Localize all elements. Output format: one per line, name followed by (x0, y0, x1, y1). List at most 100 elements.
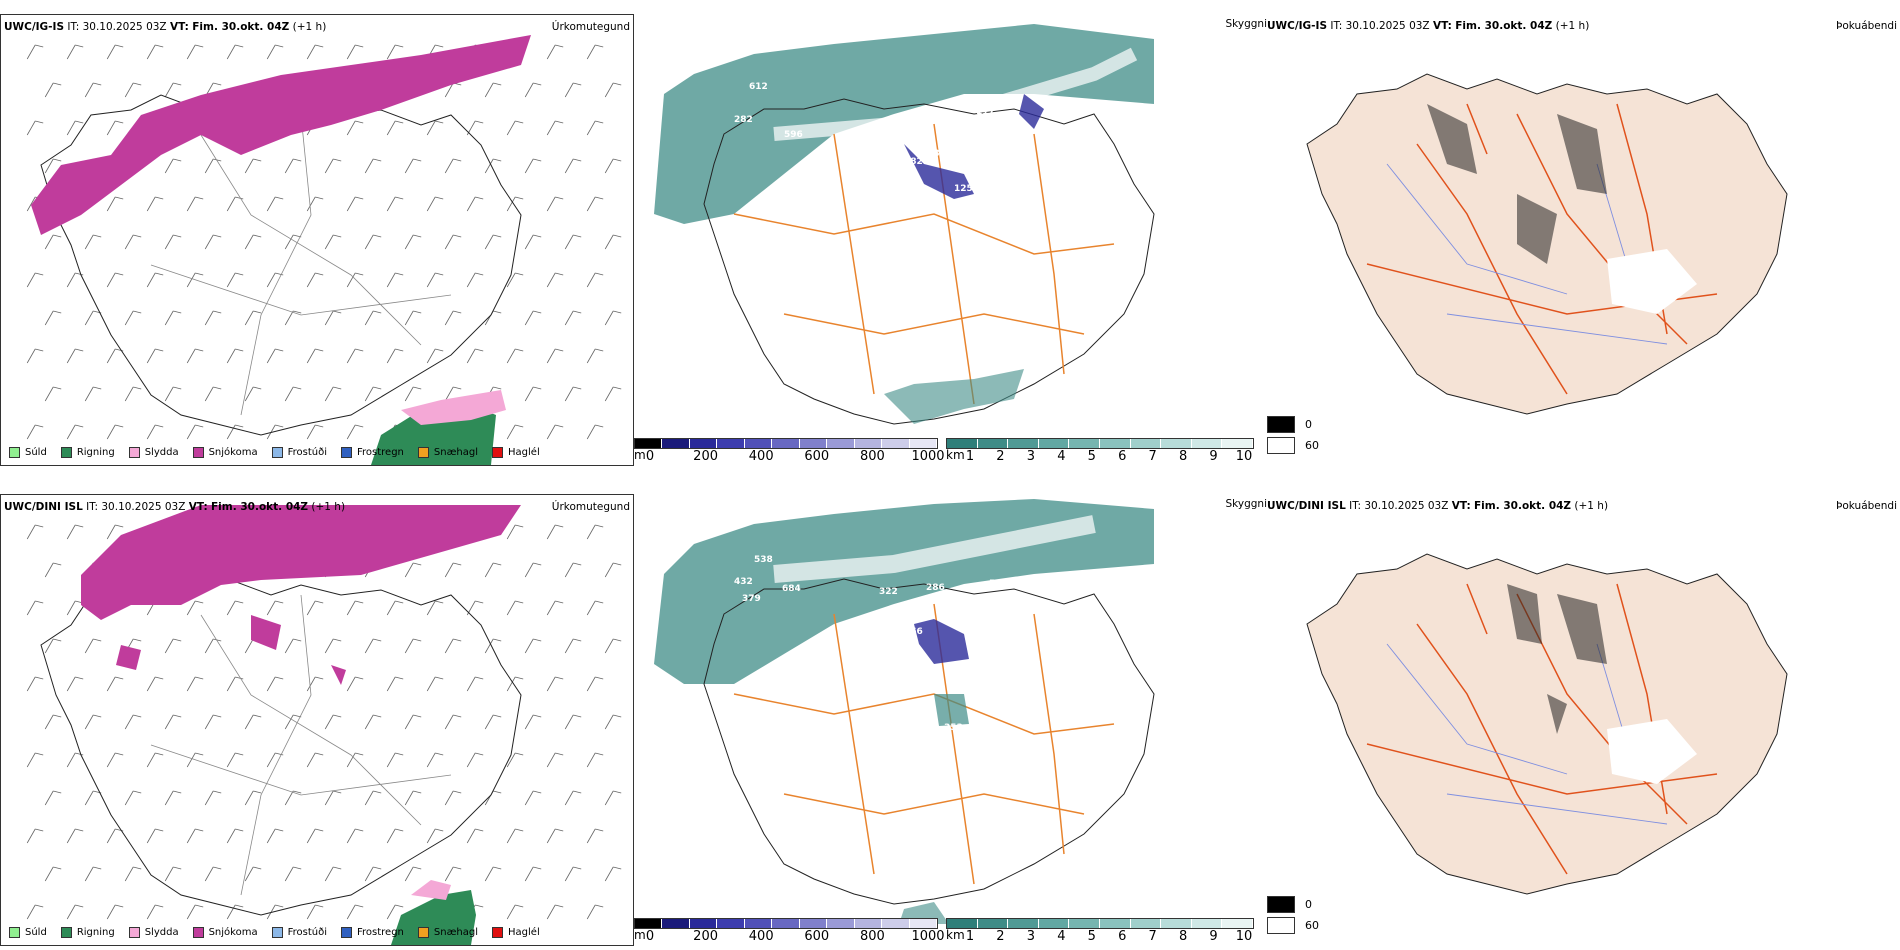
wind-barb (186, 752, 204, 768)
wind-barb (586, 676, 604, 692)
cloud-base-label: 382 (904, 157, 923, 167)
cloud-base-label: 966 (904, 627, 923, 637)
cloud-base-label: 596 (784, 130, 803, 140)
field-name: Skyggni (1225, 498, 1268, 510)
wind-barb (306, 196, 324, 212)
colorbar-tick: 8 (1178, 449, 1188, 464)
legend-label: Snjókoma (208, 927, 258, 938)
wind-barb (186, 196, 204, 212)
colorbar-segment (1191, 439, 1223, 448)
colorbar-tick: 800 (859, 929, 885, 944)
wind-barb (66, 424, 84, 440)
wind-barb (604, 714, 622, 730)
wind-barb (244, 714, 262, 730)
wind-barb (426, 348, 444, 364)
wind-barb (66, 272, 84, 288)
wind-barb (186, 424, 204, 440)
wind-barb (306, 828, 324, 844)
wind-barb (524, 158, 542, 174)
colorbar-segment (1161, 439, 1192, 448)
wind-barb (444, 866, 462, 882)
wind-barb (524, 790, 542, 806)
colorbar-segment (1008, 919, 1039, 928)
colorbar-segment (977, 439, 1009, 448)
legend-label: Snjókoma (208, 447, 258, 458)
colorbar-tick: 6 (1118, 929, 1127, 944)
wind-barb (204, 866, 222, 882)
wind-barb (204, 714, 222, 730)
wind-barb (426, 600, 444, 616)
wind-barb (324, 790, 342, 806)
wind-barb (506, 676, 524, 692)
wind-barb (106, 424, 124, 440)
wind-barb (466, 196, 484, 212)
colorbar-tick: 1000 (911, 449, 945, 464)
cloud-base-scale (634, 438, 938, 449)
wind-barb (106, 196, 124, 212)
wind-barb (564, 82, 582, 98)
wind-barb (364, 310, 382, 326)
wind-barb (66, 676, 84, 692)
fog-scale: 0 60 (1267, 894, 1319, 936)
wind-barb (124, 310, 142, 326)
wind-barb (484, 714, 502, 730)
wind-barb (186, 676, 204, 692)
legend-swatch (417, 927, 429, 938)
cloud-base-label: 282 (734, 115, 753, 125)
wind-barb (146, 196, 164, 212)
legend-item: Slydda (128, 927, 179, 938)
cloud-base-label: 599 (989, 579, 1008, 589)
wind-barb (444, 158, 462, 174)
wind-barb (346, 676, 364, 692)
wind-barb (386, 828, 404, 844)
wind-barb (404, 790, 422, 806)
wind-barb (564, 866, 582, 882)
legend-item: Frostúði (271, 927, 327, 938)
field-name: Skyggni (1225, 18, 1268, 30)
colorbar-segment (689, 919, 718, 928)
wind-barb (546, 196, 564, 212)
wind-barb (226, 600, 244, 616)
wind-barb (364, 158, 382, 174)
legend-label: Rigning (76, 447, 115, 458)
wind-barb (146, 828, 164, 844)
fog-min-swatch (1267, 917, 1295, 934)
wind-barb (346, 348, 364, 364)
wind-barb (266, 600, 284, 616)
colorbar-tick: 1 (965, 929, 975, 944)
wind-barb (386, 120, 404, 136)
wind-barb (386, 44, 404, 60)
wind-barb (404, 714, 422, 730)
wind-barb (604, 638, 622, 654)
visibility-panel-bottom: 538 432 379 684 322 286 599 349 966 420 … (634, 494, 1267, 946)
cloud-base-label: 286 (926, 583, 945, 593)
wind-barb (106, 828, 124, 844)
fog-scale: 0 60 (1267, 414, 1319, 456)
legend-swatch (60, 927, 72, 938)
visibility-scale (946, 918, 1254, 929)
wind-barb (84, 386, 102, 402)
wind-barb (524, 714, 542, 730)
wind-barb (346, 196, 364, 212)
field-name: Úrkomutegund (551, 501, 630, 513)
legend-item: Frostregn (341, 447, 404, 458)
wind-barb (484, 866, 502, 882)
colorbar-segment (1161, 919, 1192, 928)
wind-barb (444, 790, 462, 806)
wind-barb (324, 638, 342, 654)
wind-barb (124, 82, 142, 98)
wind-barb (546, 828, 564, 844)
wind-barb (226, 904, 244, 920)
legend-label: Snæhagl (433, 447, 479, 458)
wind-barb (564, 234, 582, 250)
wind-barb (506, 196, 524, 212)
wind-barb (164, 386, 182, 402)
colorbar-tick: 10 (1235, 449, 1253, 464)
wind-barb (466, 676, 484, 692)
wind-barb (346, 120, 364, 136)
wind-barb (164, 866, 182, 882)
legend-item: Snjókoma (192, 927, 258, 938)
colorbar-segment (662, 919, 690, 928)
wind-barb (346, 600, 364, 616)
wind-barb (164, 234, 182, 250)
